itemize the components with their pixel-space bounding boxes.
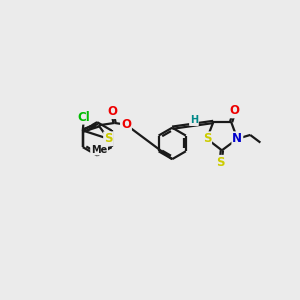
Text: H: H bbox=[190, 115, 198, 125]
Text: O: O bbox=[107, 105, 117, 118]
Text: O: O bbox=[230, 104, 239, 117]
Text: S: S bbox=[104, 132, 112, 145]
Text: Me: Me bbox=[91, 145, 107, 154]
Text: S: S bbox=[202, 132, 211, 145]
Text: S: S bbox=[216, 156, 225, 169]
Text: O: O bbox=[121, 118, 131, 131]
Text: Cl: Cl bbox=[78, 111, 91, 124]
Text: N: N bbox=[232, 132, 242, 145]
